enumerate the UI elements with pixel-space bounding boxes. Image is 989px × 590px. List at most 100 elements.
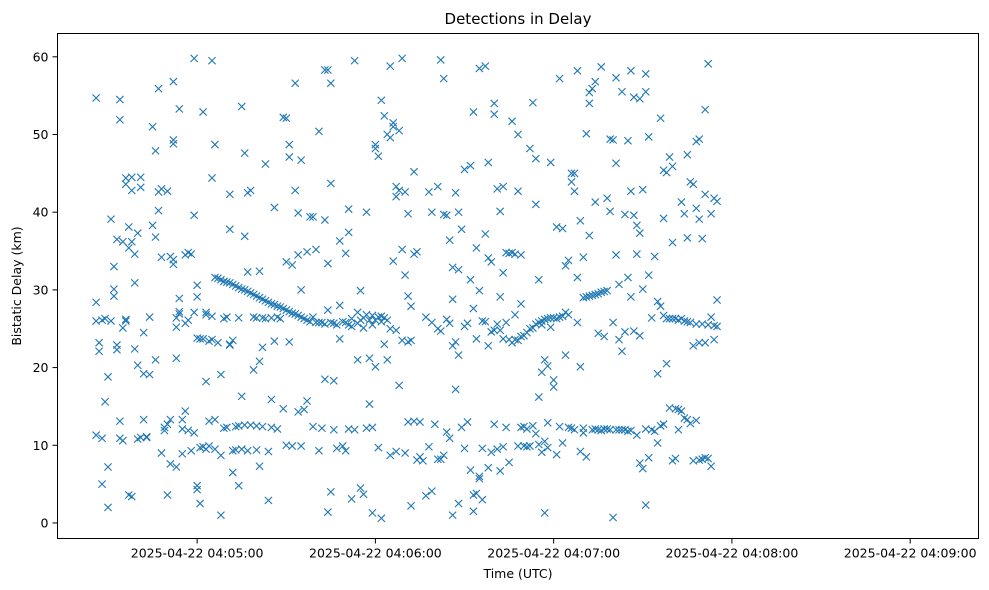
data-point bbox=[98, 434, 107, 443]
data-point bbox=[570, 169, 579, 178]
data-point bbox=[398, 336, 407, 345]
data-point bbox=[612, 425, 621, 434]
data-point bbox=[237, 285, 246, 294]
y-tick-label: 10 bbox=[33, 438, 49, 453]
data-point bbox=[323, 508, 332, 517]
data-point bbox=[386, 133, 395, 142]
data-point bbox=[92, 298, 101, 307]
data-point bbox=[499, 182, 508, 191]
data-point bbox=[306, 212, 315, 221]
data-point bbox=[585, 292, 594, 301]
data-point bbox=[502, 423, 511, 432]
data-point bbox=[175, 307, 184, 316]
data-point bbox=[172, 323, 181, 332]
chart-title: Detections in Delay bbox=[445, 10, 592, 28]
data-point bbox=[130, 278, 139, 287]
data-point bbox=[314, 127, 323, 136]
data-point bbox=[389, 118, 398, 127]
data-point bbox=[454, 351, 463, 360]
data-point bbox=[674, 425, 683, 434]
data-point bbox=[216, 451, 225, 460]
data-point bbox=[594, 329, 603, 338]
data-point bbox=[475, 472, 484, 481]
data-point bbox=[418, 456, 427, 465]
data-point bbox=[692, 320, 701, 329]
data-point bbox=[659, 420, 668, 429]
data-point bbox=[374, 443, 383, 452]
data-point bbox=[442, 211, 451, 220]
data-point bbox=[644, 453, 653, 462]
data-point bbox=[499, 442, 508, 451]
data-point bbox=[644, 271, 653, 280]
data-point bbox=[163, 187, 172, 196]
data-point bbox=[650, 252, 659, 261]
data-point bbox=[448, 511, 457, 520]
data-point bbox=[606, 135, 615, 144]
data-point bbox=[558, 312, 567, 321]
data-point bbox=[567, 177, 576, 186]
data-point bbox=[335, 334, 344, 343]
data-point bbox=[273, 302, 282, 311]
data-point bbox=[454, 499, 463, 508]
data-point bbox=[695, 135, 704, 144]
data-point bbox=[249, 365, 258, 374]
data-point bbox=[371, 144, 380, 153]
data-point bbox=[656, 302, 665, 311]
data-point bbox=[591, 290, 600, 299]
data-point bbox=[522, 424, 531, 433]
data-point bbox=[516, 423, 525, 432]
data-point bbox=[442, 428, 451, 437]
data-point bbox=[528, 421, 537, 430]
data-point bbox=[460, 165, 469, 174]
data-point bbox=[95, 338, 104, 347]
data-point bbox=[255, 462, 264, 471]
data-point bbox=[264, 496, 273, 505]
data-point bbox=[121, 180, 130, 189]
data-point bbox=[481, 229, 490, 238]
data-point bbox=[585, 88, 594, 97]
data-point bbox=[124, 222, 133, 231]
data-point bbox=[695, 215, 704, 224]
data-point bbox=[285, 140, 294, 149]
data-point bbox=[338, 317, 347, 326]
data-point bbox=[368, 508, 377, 517]
data-point bbox=[638, 464, 647, 473]
data-point bbox=[582, 452, 591, 461]
data-point bbox=[240, 232, 249, 241]
y-tick-label: 60 bbox=[33, 49, 49, 64]
data-point bbox=[356, 286, 365, 295]
data-point bbox=[576, 216, 585, 225]
data-point bbox=[329, 376, 338, 385]
data-point bbox=[112, 235, 121, 244]
data-point bbox=[546, 323, 555, 332]
data-point bbox=[454, 265, 463, 274]
data-point bbox=[101, 397, 110, 406]
data-point bbox=[237, 392, 246, 401]
data-point bbox=[297, 285, 306, 294]
data-point bbox=[386, 62, 395, 71]
data-point bbox=[294, 250, 303, 259]
data-point bbox=[626, 426, 635, 435]
data-point bbox=[392, 182, 401, 191]
data-point bbox=[127, 492, 136, 501]
data-point bbox=[647, 313, 656, 322]
data-point bbox=[291, 79, 300, 88]
data-point bbox=[704, 454, 713, 463]
data-point bbox=[579, 253, 588, 262]
data-point bbox=[252, 445, 261, 454]
data-point bbox=[148, 221, 157, 230]
data-point bbox=[540, 355, 549, 364]
data-point bbox=[644, 132, 653, 141]
data-point bbox=[487, 257, 496, 266]
data-point bbox=[525, 144, 534, 153]
data-point bbox=[285, 337, 294, 346]
data-point bbox=[632, 221, 641, 230]
data-point bbox=[258, 422, 267, 431]
y-tick-label: 20 bbox=[33, 360, 49, 375]
data-point bbox=[686, 419, 695, 428]
data-point bbox=[424, 442, 433, 451]
data-point bbox=[713, 322, 722, 331]
data-point bbox=[653, 438, 662, 447]
data-point bbox=[172, 463, 181, 472]
data-point bbox=[612, 73, 621, 82]
